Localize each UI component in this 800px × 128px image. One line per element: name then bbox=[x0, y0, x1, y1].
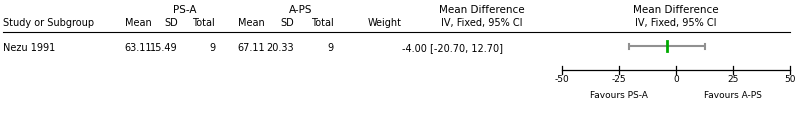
Text: Weight: Weight bbox=[368, 18, 402, 28]
Text: -4.00 [-20.70, 12.70]: -4.00 [-20.70, 12.70] bbox=[402, 43, 503, 53]
Text: IV, Fixed, 95% CI: IV, Fixed, 95% CI bbox=[635, 18, 717, 28]
Text: Study or Subgroup: Study or Subgroup bbox=[3, 18, 94, 28]
Text: SD: SD bbox=[164, 18, 178, 28]
Text: A-PS: A-PS bbox=[289, 5, 312, 15]
Text: -25: -25 bbox=[612, 75, 626, 84]
Text: Nezu 1991: Nezu 1991 bbox=[3, 43, 55, 53]
Text: Total: Total bbox=[311, 18, 334, 28]
Text: Favours PS-A: Favours PS-A bbox=[590, 91, 648, 100]
Text: Mean: Mean bbox=[125, 18, 151, 28]
Text: 25: 25 bbox=[727, 75, 738, 84]
Text: 67.11: 67.11 bbox=[237, 43, 265, 53]
Text: IV, Fixed, 95% CI: IV, Fixed, 95% CI bbox=[442, 18, 522, 28]
Text: SD: SD bbox=[280, 18, 294, 28]
Text: Mean Difference: Mean Difference bbox=[633, 5, 719, 15]
Text: 9: 9 bbox=[209, 43, 215, 53]
Text: Total: Total bbox=[192, 18, 215, 28]
Text: Mean Difference: Mean Difference bbox=[439, 5, 525, 15]
Text: 20.33: 20.33 bbox=[266, 43, 294, 53]
Text: 15.49: 15.49 bbox=[150, 43, 178, 53]
Text: 50: 50 bbox=[784, 75, 796, 84]
Text: 9: 9 bbox=[328, 43, 334, 53]
Text: PS-A: PS-A bbox=[173, 5, 196, 15]
Text: 0: 0 bbox=[673, 75, 679, 84]
Text: 63.11: 63.11 bbox=[124, 43, 152, 53]
Text: -50: -50 bbox=[554, 75, 570, 84]
Text: Mean: Mean bbox=[238, 18, 264, 28]
Text: Favours A-PS: Favours A-PS bbox=[704, 91, 762, 100]
